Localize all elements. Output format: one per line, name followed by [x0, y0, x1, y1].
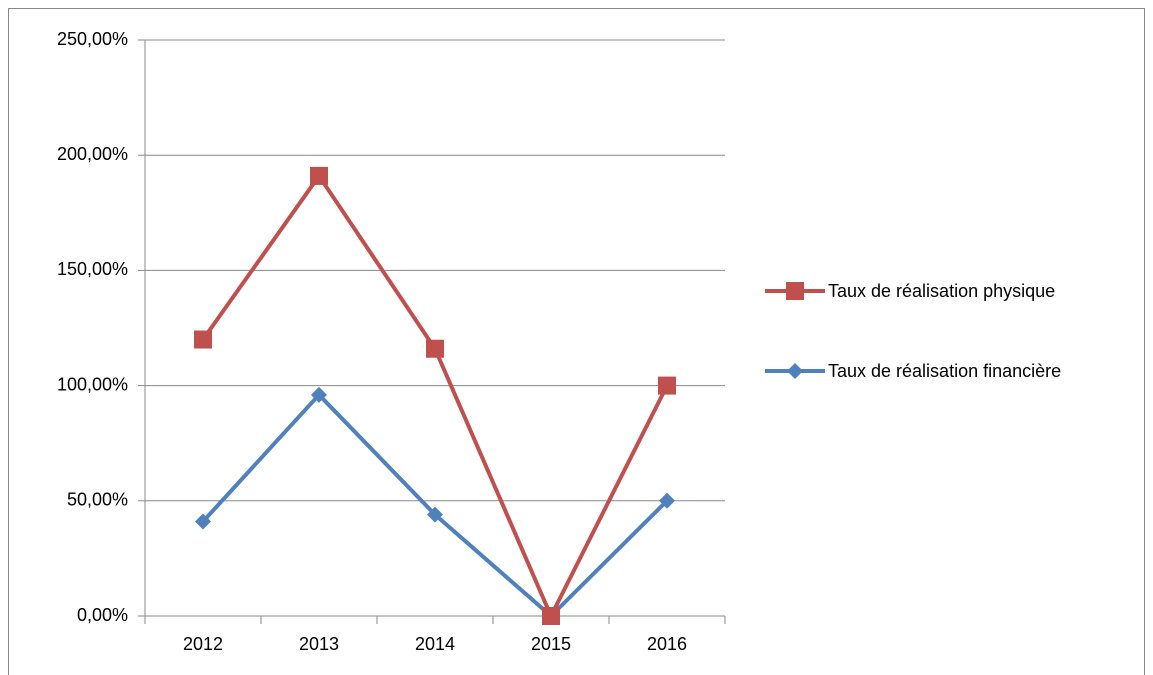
marker	[311, 386, 327, 403]
y-tick-label: 0,00%	[77, 605, 128, 625]
marker	[542, 607, 560, 625]
y-tick-label: 100,00%	[57, 374, 128, 394]
x-tick-label: 2014	[415, 634, 455, 654]
x-tick-label: 2015	[531, 634, 571, 654]
legend-label: Taux de réalisation financière	[828, 361, 1062, 381]
y-tick-label: 200,00%	[57, 144, 128, 164]
marker	[426, 339, 444, 358]
marker	[310, 166, 328, 185]
y-tick-label: 150,00%	[57, 259, 128, 279]
y-tick-label: 250,00%	[57, 29, 128, 49]
y-tick-label: 50,00%	[67, 490, 128, 510]
marker	[195, 513, 211, 530]
legend-label: Taux de réalisation physique	[828, 281, 1056, 301]
chart-border	[8, 8, 1145, 675]
x-tick-label: 2016	[647, 634, 687, 654]
marker	[194, 330, 212, 349]
series-line	[201, 173, 669, 618]
series-line	[201, 392, 669, 618]
x-tick-label: 2013	[299, 634, 339, 654]
marker	[786, 282, 804, 300]
marker	[658, 376, 676, 395]
marker	[787, 363, 803, 379]
marker	[427, 506, 443, 523]
marker	[659, 492, 675, 509]
x-tick-label: 2012	[183, 634, 223, 654]
